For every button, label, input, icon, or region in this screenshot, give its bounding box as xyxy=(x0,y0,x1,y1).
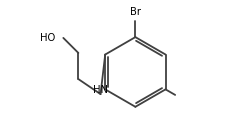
Text: Br: Br xyxy=(129,7,140,17)
Text: HO: HO xyxy=(40,33,55,43)
Text: HN: HN xyxy=(93,85,108,95)
